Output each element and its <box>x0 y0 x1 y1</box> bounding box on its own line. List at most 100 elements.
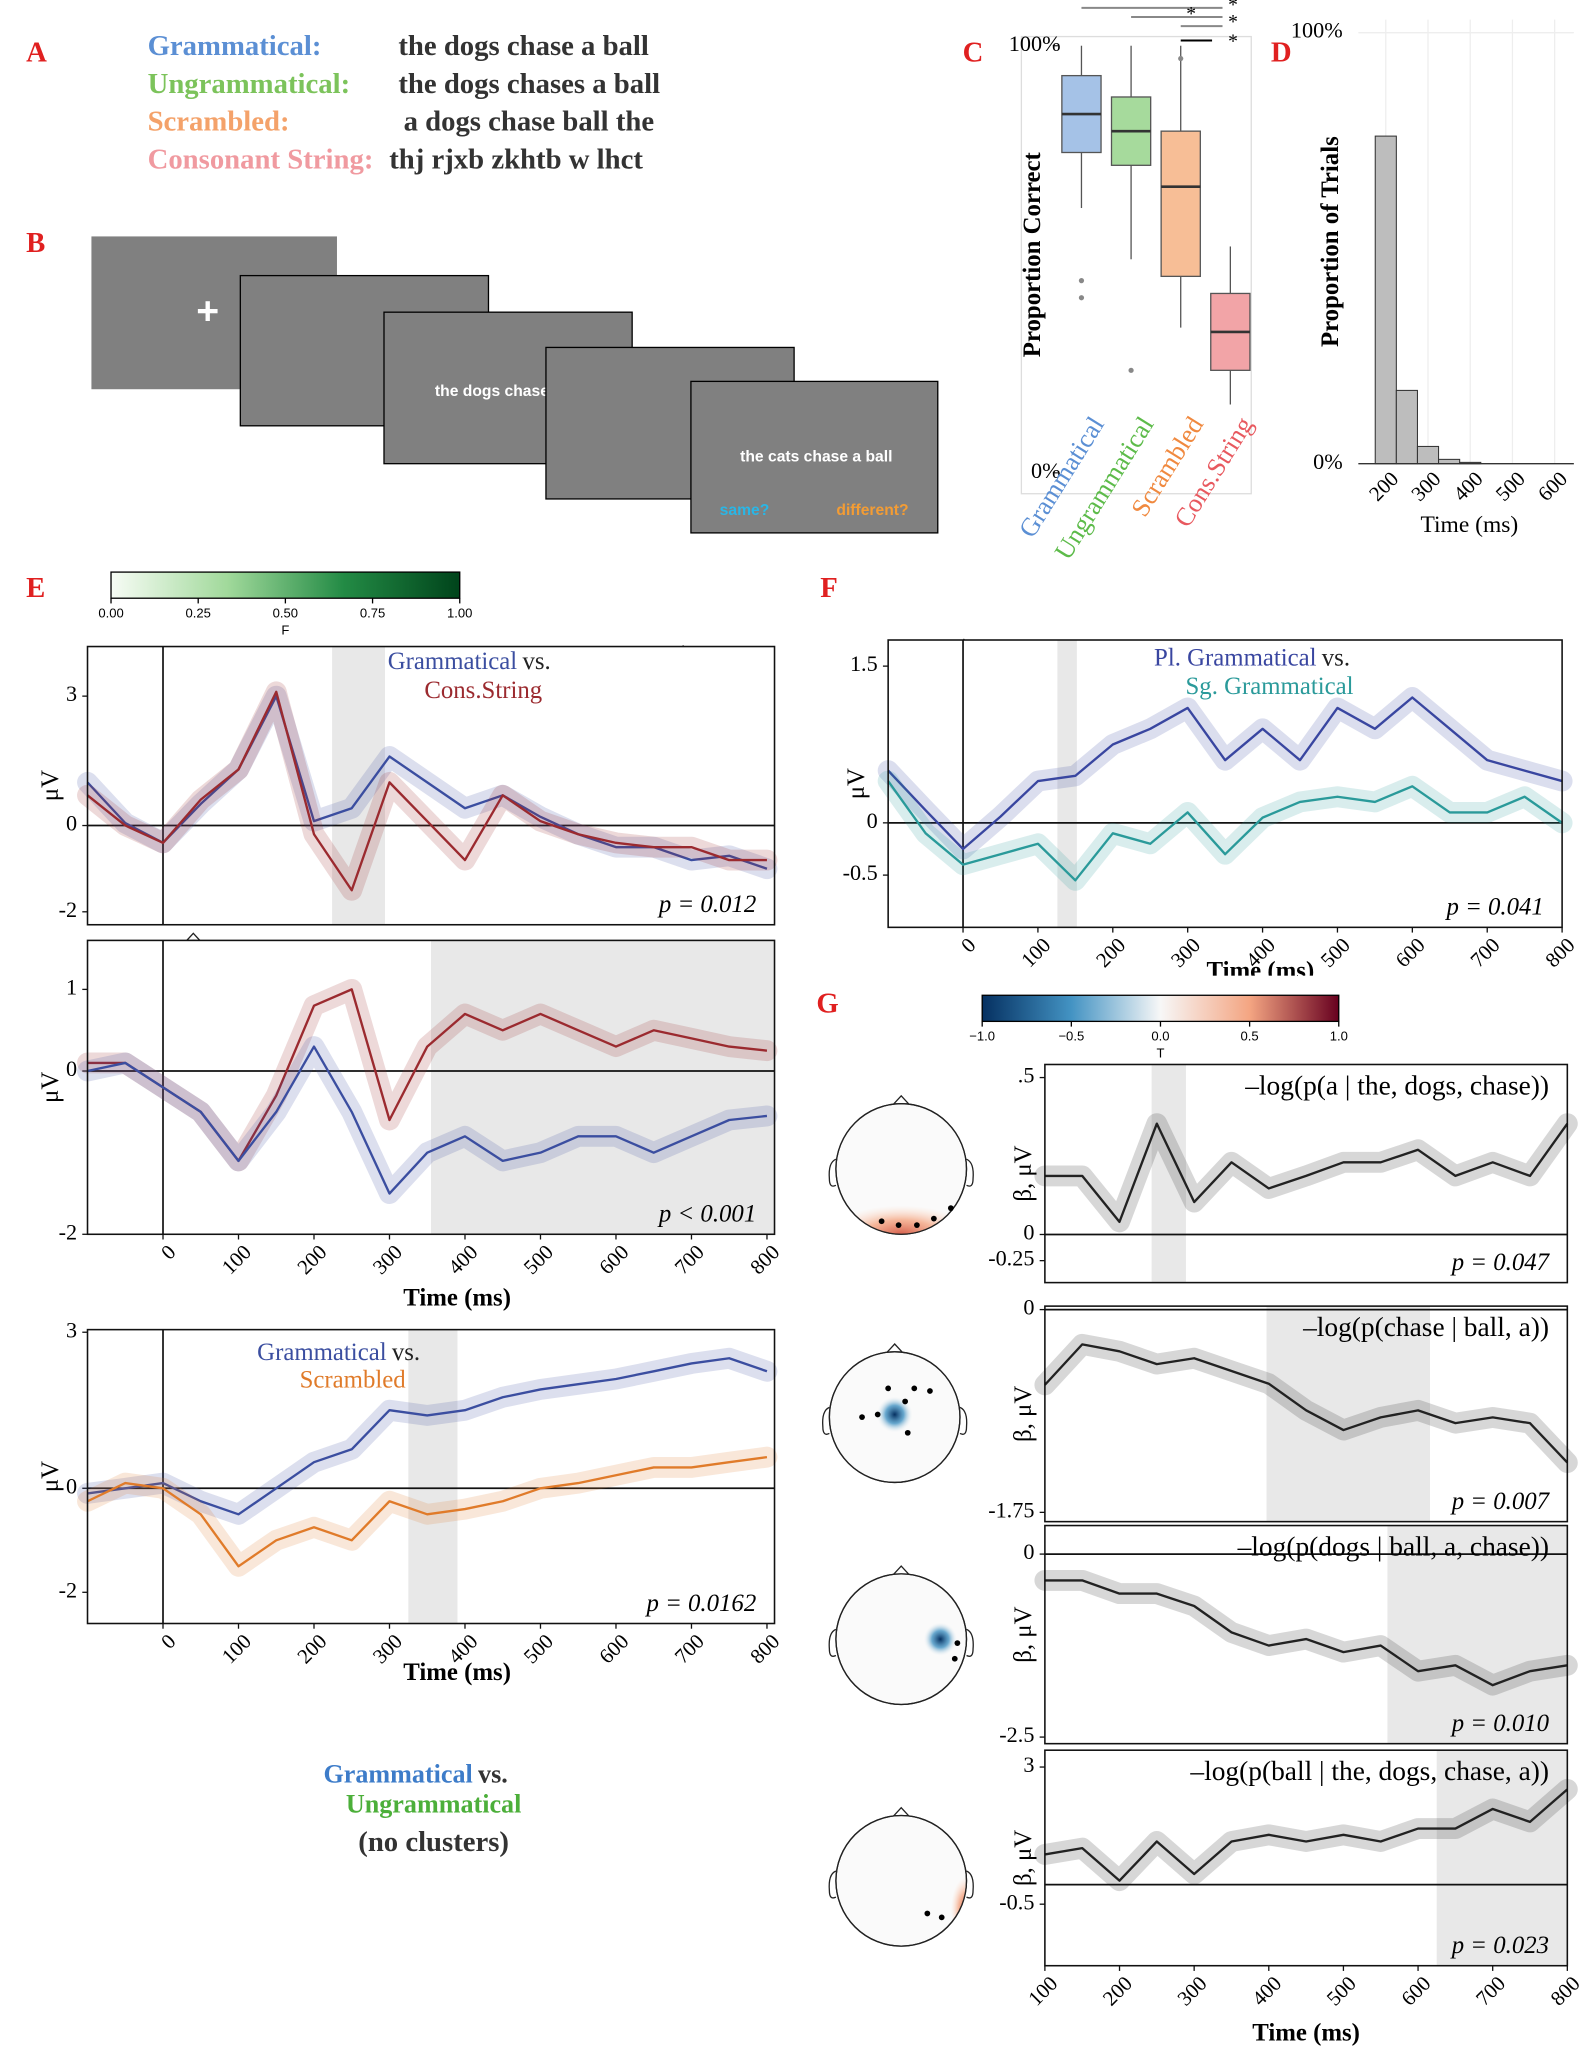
x-tick-label: 600 <box>1396 1971 1435 2010</box>
plot-frame <box>1044 1064 1568 1283</box>
colorbar-tick-label: 0.75 <box>360 605 385 620</box>
series-line <box>887 780 1563 882</box>
x-tick-label: 600 <box>594 1629 633 1668</box>
y-tick-label: 1.5 <box>850 651 878 676</box>
panel-label: A <box>26 36 47 68</box>
y-tick-label: -2 <box>59 1219 77 1244</box>
condition-label: Scrambled: <box>148 106 290 138</box>
x-tick-label: 400 <box>443 1240 482 1279</box>
significant-window <box>1057 640 1077 928</box>
significant-window <box>332 646 385 925</box>
colorbar-label: T <box>1156 1045 1164 1060</box>
colorbar-tick-label: 0.25 <box>185 605 210 620</box>
ear <box>966 1628 974 1657</box>
x-tick-label: 200 <box>292 1629 331 1668</box>
x-tick-label: 0 <box>156 1629 180 1653</box>
response-option: different? <box>836 502 908 519</box>
x-tick-label: 100 <box>1023 1971 1062 2010</box>
x-tick-label: 800 <box>1540 933 1579 972</box>
x-axis-label: Time (ms) <box>403 1284 511 1311</box>
significant-window <box>1387 1525 1568 1744</box>
series-line <box>1044 1122 1569 1224</box>
y-tick-label: 0 <box>1023 1220 1034 1245</box>
colorbar-tick-label: 0.50 <box>273 605 298 620</box>
condition-label: Grammatical: <box>148 30 322 62</box>
x-tick-label: 700 <box>1471 1971 1510 2010</box>
box <box>1160 130 1201 278</box>
x-tick-label: 300 <box>368 1629 407 1668</box>
screen-sentence: the dogs chase <box>435 383 549 400</box>
y-tick-label: -1.75 <box>988 1497 1034 1522</box>
y-axis-label: β, μV <box>1010 1386 1037 1442</box>
x-tick-label: 600 <box>594 1240 633 1279</box>
activation <box>835 1205 967 1235</box>
series-line <box>87 1045 768 1195</box>
legend-entry: Pl. Grammatical <box>1154 644 1317 671</box>
y-tick-label: -0.5 <box>999 1889 1034 1914</box>
note-condition: Ungrammatical <box>346 1789 521 1818</box>
sensor <box>878 1218 885 1225</box>
x-tick-label: 100 <box>217 1629 256 1668</box>
x-tick-label: 200 <box>292 1240 331 1279</box>
legend-join: vs. <box>522 648 550 675</box>
colorbar-tick-label: 0.0 <box>1151 1029 1169 1044</box>
nose <box>185 932 201 942</box>
condition-label: Ungrammatical: <box>148 68 351 100</box>
bar <box>1395 389 1418 465</box>
y-tick-label: 0% <box>1313 449 1343 474</box>
colorbar-label: F <box>281 622 289 637</box>
sensor <box>885 1385 892 1392</box>
plot-border <box>86 939 776 1236</box>
p-value: p = 0.047 <box>1450 1249 1551 1276</box>
y-tick-label: 3 <box>1023 1752 1034 1777</box>
panel-label: B <box>26 227 45 259</box>
y-axis-label: β, μV <box>1010 1606 1037 1662</box>
colorbar-tick-label: 1.0 <box>1330 1029 1348 1044</box>
colorbar-tick-label: −0.5 <box>1058 1029 1084 1044</box>
sensor <box>914 1222 920 1229</box>
bar <box>1374 135 1397 465</box>
y-axis-label: μV <box>37 770 64 801</box>
head-outline <box>835 1814 968 1947</box>
colorbar-tick-label: 0.5 <box>1241 1029 1259 1044</box>
sensor <box>904 1429 911 1436</box>
y-tick-label: -0.25 <box>988 1246 1034 1271</box>
nose <box>892 1565 910 1575</box>
response-option: same? <box>720 502 770 519</box>
y-axis-label: Proportion Correct <box>1019 151 1046 357</box>
chart-title: –log(p(ball | the, dogs, chase, a)) <box>1189 1756 1549 1786</box>
blobs <box>876 1396 913 1433</box>
plot-border <box>1044 1524 1569 1745</box>
condition-label: Consonant String: <box>148 144 374 176</box>
plot-border <box>86 645 776 926</box>
blobs <box>835 1205 967 1235</box>
plot-border <box>1044 1749 1569 1967</box>
y-tick-label: -0.5 <box>843 860 878 885</box>
x-tick-label: 500 <box>1316 933 1355 972</box>
x-tick-label: 800 <box>745 1629 784 1668</box>
y-tick-label: 100% <box>1009 31 1061 56</box>
y-axis-label: μV <box>843 768 870 799</box>
y-tick-label: 3 <box>66 681 77 706</box>
y-tick-label: 0 <box>867 808 878 833</box>
significance-star: * <box>1186 4 1196 25</box>
x-tick-label: 600 <box>1533 467 1572 506</box>
sensor <box>930 1215 937 1222</box>
head <box>835 1814 968 1947</box>
y-tick-label: 0 <box>1023 1295 1034 1320</box>
sensor <box>947 1205 954 1212</box>
y-tick-label: -2.5 <box>999 1722 1034 1747</box>
outlier <box>1078 278 1085 284</box>
x-tick-label: 400 <box>1247 1971 1286 2010</box>
legend-entry: Scrambled <box>300 1367 407 1394</box>
topomap <box>822 1343 968 1484</box>
x-tick-label: 500 <box>519 1629 558 1668</box>
stimulus-sentence: the dogs chases a ball <box>398 68 660 100</box>
series-line <box>86 1455 768 1568</box>
legend-entry: Grammatical <box>388 648 518 675</box>
sensor <box>938 1914 945 1921</box>
nose <box>886 1343 903 1353</box>
x-tick-label: 700 <box>670 1629 709 1668</box>
note-join: vs. <box>478 1759 508 1788</box>
